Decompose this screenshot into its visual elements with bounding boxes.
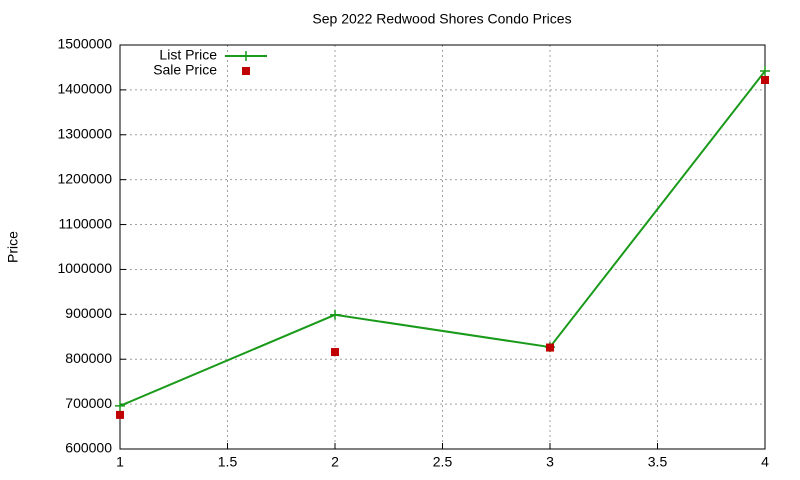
plus-marker bbox=[330, 309, 340, 320]
y-tick-label: 1000000 bbox=[57, 260, 112, 276]
y-tick-label: 900000 bbox=[65, 305, 112, 321]
plus-marker bbox=[760, 66, 770, 77]
y-tick-label: 1200000 bbox=[57, 170, 112, 186]
x-tick-label: 2 bbox=[331, 454, 339, 470]
square-marker bbox=[331, 348, 339, 357]
legend-marker bbox=[241, 51, 251, 61]
plot-frame bbox=[119, 44, 766, 450]
legend-label: List Price bbox=[159, 47, 217, 63]
y-tick-label: 700000 bbox=[65, 395, 112, 411]
legend-label: Sale Price bbox=[153, 62, 217, 78]
x-tick-label: 3 bbox=[546, 454, 554, 470]
legend-marker bbox=[242, 67, 250, 75]
y-tick-label: 1400000 bbox=[57, 81, 112, 97]
x-tick-label: 2.5 bbox=[433, 454, 453, 470]
square-marker bbox=[116, 410, 124, 419]
x-tick-label: 4 bbox=[761, 454, 769, 470]
square-marker bbox=[761, 76, 769, 85]
y-tick-label: 1100000 bbox=[59, 215, 113, 231]
plus-marker bbox=[115, 400, 125, 411]
y-axis-label: Price bbox=[5, 231, 21, 263]
x-tick-label: 3.5 bbox=[648, 454, 668, 470]
chart-title: Sep 2022 Redwood Shores Condo Prices bbox=[312, 11, 571, 27]
series-line bbox=[119, 70, 766, 407]
y-tick-label: 600000 bbox=[65, 440, 112, 456]
y-tick-label: 1500000 bbox=[57, 36, 112, 52]
x-tick-label: 1.5 bbox=[218, 454, 238, 470]
y-tick-label: 1300000 bbox=[57, 125, 112, 141]
square-marker bbox=[546, 343, 554, 352]
y-tick-label: 800000 bbox=[65, 350, 112, 366]
x-tick-label: 1 bbox=[116, 454, 124, 470]
